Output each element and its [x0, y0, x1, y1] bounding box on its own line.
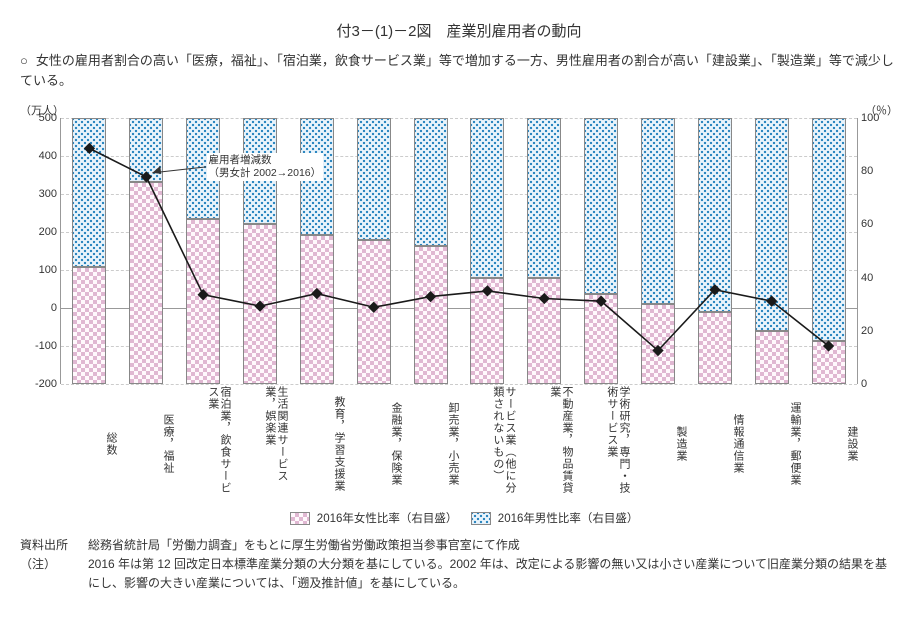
- x-axis-label: 総数: [60, 386, 117, 501]
- bar: [357, 118, 391, 384]
- bar-segment-male: [812, 118, 846, 341]
- legend-label-female: 2016年女性比率（右目盛）: [317, 513, 458, 525]
- bar: [129, 118, 163, 384]
- bar-segment-female: [414, 246, 448, 384]
- bar: [641, 118, 675, 384]
- bar-segment-female: [470, 278, 504, 384]
- x-axis-label: 建設業: [801, 386, 858, 501]
- ytick-left: 500: [25, 112, 61, 124]
- x-axis-label: 医療，福祉: [117, 386, 174, 501]
- bar: [527, 118, 561, 384]
- bar-segment-male: [698, 118, 732, 312]
- x-axis-label: 教育，学習支援業: [288, 386, 345, 501]
- line-annotation: 雇用者増減数（男女計 2002→2016）: [207, 153, 324, 181]
- bar-segment-female: [698, 312, 732, 384]
- bar: [812, 118, 846, 384]
- bar-segment-male: [755, 118, 789, 331]
- bar-segment-female: [300, 235, 334, 384]
- chart-area: （万人） （％） -200-10001002003004005000204060…: [20, 104, 898, 504]
- legend-swatch-female: [290, 512, 310, 525]
- bar-segment-female: [527, 278, 561, 384]
- legend-label-male: 2016年男性比率（右目盛）: [498, 513, 639, 525]
- ytick-left: -200: [25, 378, 61, 390]
- bar: [72, 118, 106, 384]
- bar-segment-female: [584, 294, 618, 384]
- chart-subtitle: 女性の雇用者割合の高い「医療，福祉」、「宿泊業，飲食サービス業」等で増加する一方…: [20, 51, 898, 90]
- bar-segment-female: [72, 267, 106, 384]
- bar: [414, 118, 448, 384]
- bar: [470, 118, 504, 384]
- x-axis-label: 製造業: [630, 386, 687, 501]
- bar-segment-female: [812, 341, 846, 384]
- bar: [755, 118, 789, 384]
- legend: 2016年女性比率（右目盛） 2016年男性比率（右目盛）: [20, 510, 898, 526]
- bar: [698, 118, 732, 384]
- x-axis-label: 宿泊業，飲食サービス業: [174, 386, 231, 501]
- ytick-right: 0: [857, 378, 867, 390]
- ytick-left: 200: [25, 226, 61, 238]
- note-text: 2016 年は第 12 回改定日本標準産業分類の大分類を基にしている。2002 …: [88, 555, 898, 593]
- ytick-right: 20: [857, 325, 873, 337]
- note-label: （注）: [20, 555, 88, 593]
- bar-segment-female: [243, 224, 277, 384]
- bar-segment-male: [584, 118, 618, 294]
- x-axis-label: 不動産業，物品賃貸業: [516, 386, 573, 501]
- ytick-left: 100: [25, 264, 61, 276]
- x-axis-label: 情報通信業: [687, 386, 744, 501]
- bar-segment-male: [414, 118, 448, 246]
- legend-swatch-male: [471, 512, 491, 525]
- ytick-right: 60: [857, 218, 873, 230]
- chart-title: 付3－(1)－2図 産業別雇用者の動向: [20, 20, 898, 41]
- bar-segment-male: [527, 118, 561, 278]
- ytick-right: 40: [857, 272, 873, 284]
- bar-segment-female: [357, 240, 391, 384]
- ytick-left: -100: [25, 340, 61, 352]
- bar-segment-female: [129, 182, 163, 384]
- bar-segment-male: [470, 118, 504, 278]
- x-axis-label: 金融業，保険業: [345, 386, 402, 501]
- bar-segment-male: [129, 118, 163, 182]
- bar-segment-male: [641, 118, 675, 304]
- ytick-left: 400: [25, 150, 61, 162]
- source-text: 総務省統計局「労働力調査」をもとに厚生労働省労働政策担当参事官室にて作成: [88, 536, 898, 555]
- x-axis-label: サービス業（他に分類されないもの）: [459, 386, 516, 501]
- bar-segment-female: [755, 331, 789, 384]
- source-label: 資料出所: [20, 536, 88, 555]
- x-axis-label: 学術研究，専門・技術サービス業: [573, 386, 630, 501]
- bar: [584, 118, 618, 384]
- plot-region: -200-1000100200300400500020406080100雇用者増…: [60, 118, 858, 384]
- bar-segment-female: [641, 304, 675, 384]
- x-axis-label: 卸売業，小売業: [402, 386, 459, 501]
- x-axis-label: 運輸業，郵便業: [744, 386, 801, 501]
- ytick-left: 0: [25, 302, 61, 314]
- ytick-left: 300: [25, 188, 61, 200]
- bar-segment-male: [72, 118, 106, 267]
- chart-notes: 資料出所 総務省統計局「労働力調査」をもとに厚生労働省労働政策担当参事官室にて作…: [20, 536, 898, 594]
- ytick-right: 100: [857, 112, 879, 124]
- bar-segment-male: [357, 118, 391, 240]
- x-axis-label: 生活関連サービス業，娯楽業: [231, 386, 288, 501]
- ytick-right: 80: [857, 165, 873, 177]
- x-axis-labels: 総数医療，福祉宿泊業，飲食サービス業生活関連サービス業，娯楽業教育，学習支援業金…: [60, 386, 858, 501]
- bar-segment-female: [186, 219, 220, 384]
